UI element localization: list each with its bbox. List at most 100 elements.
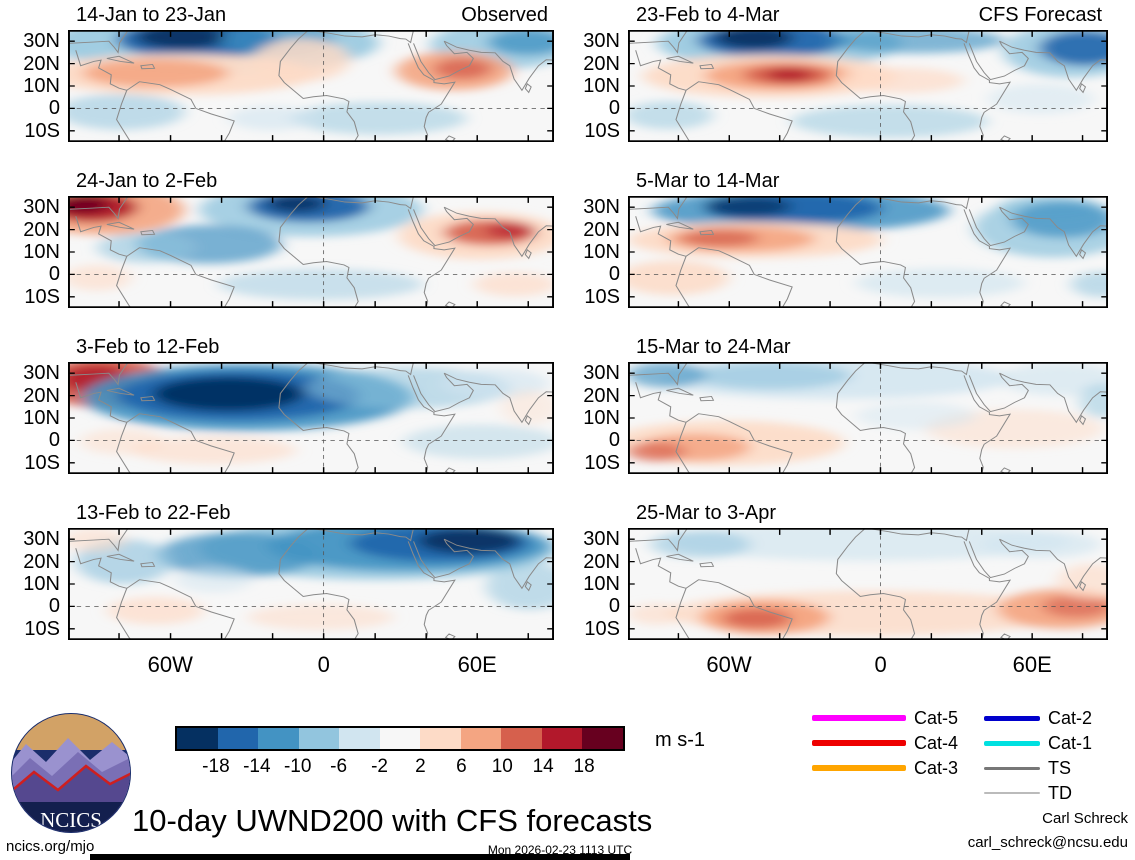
x-tick-label: 60W bbox=[147, 652, 193, 677]
zero-gridlines bbox=[628, 196, 1108, 308]
colorbar-tick-label: -6 bbox=[330, 756, 348, 777]
coastlines bbox=[68, 528, 554, 640]
panel-title: 14-Jan to 23-Jan bbox=[76, 4, 227, 26]
legend-label: Cat-5 bbox=[914, 708, 959, 728]
logo-text: NCICS bbox=[40, 808, 102, 832]
legend-label: TD bbox=[1048, 783, 1072, 803]
colorbar-tick-label: 10 bbox=[491, 756, 513, 777]
panel-corner-label: CFS Forecast bbox=[978, 4, 1102, 26]
author-name: Carl Schreck bbox=[1042, 810, 1128, 827]
zero-gridlines bbox=[68, 30, 554, 142]
coastlines bbox=[628, 196, 1108, 308]
y-tick-label: 20N bbox=[583, 384, 620, 407]
map-plot bbox=[628, 362, 1108, 474]
ncics-logo: NCICS bbox=[11, 713, 131, 833]
y-tick-label: 10S bbox=[584, 285, 620, 308]
colorbar-segment bbox=[420, 728, 461, 749]
legend-label: Cat-2 bbox=[1048, 708, 1093, 728]
colorbar-units-label: m s-1 bbox=[655, 729, 705, 751]
colorbar-tick-label: -18 bbox=[202, 756, 230, 777]
x-tick-label: 0 bbox=[874, 652, 887, 677]
map-plot bbox=[68, 528, 554, 640]
panel-frame bbox=[68, 362, 554, 474]
y-tick-label: 30N bbox=[23, 362, 60, 385]
colorbar-segment bbox=[541, 728, 583, 749]
colorbar-segment bbox=[177, 728, 218, 749]
coastlines bbox=[628, 30, 1108, 142]
y-tick-label: 10N bbox=[583, 75, 620, 97]
zero-gridlines bbox=[68, 362, 554, 474]
y-tick-label: 20N bbox=[583, 52, 620, 75]
panel-frame bbox=[628, 362, 1108, 474]
legend-label: Cat-3 bbox=[914, 758, 959, 778]
axis-ticks bbox=[68, 30, 554, 142]
y-tick-label: 30N bbox=[583, 30, 620, 53]
y-tick-label: 30N bbox=[23, 30, 60, 53]
timestamp: Mon 2026-02-23 1113 UTC bbox=[487, 843, 633, 857]
axis-ticks bbox=[68, 196, 554, 308]
colorbar-tick-label: -10 bbox=[283, 756, 312, 777]
colorbar-segment bbox=[379, 728, 421, 749]
y-tick-label: 10N bbox=[583, 241, 620, 263]
y-tick-label: 10S bbox=[24, 617, 60, 640]
colorbar-tick-label: 14 bbox=[532, 756, 554, 777]
colorbar-segment bbox=[217, 728, 259, 749]
panel-title: 13-Feb to 22-Feb bbox=[76, 502, 231, 524]
x-tick-label: 60E bbox=[457, 652, 497, 677]
panel-title: 15-Mar to 24-Mar bbox=[636, 336, 791, 358]
panel-title: 24-Jan to 2-Feb bbox=[76, 170, 218, 192]
zero-gridlines bbox=[68, 528, 554, 640]
colorbar-tick-label: 18 bbox=[573, 756, 595, 777]
x-tick-label: 0 bbox=[317, 652, 330, 677]
y-tick-label: 0 bbox=[608, 97, 620, 120]
coastlines bbox=[68, 30, 554, 142]
panel-title: 5-Mar to 14-Mar bbox=[636, 170, 780, 192]
legend-line-td bbox=[984, 792, 1040, 794]
figure-title: 10-day UWND200 with CFS forecasts bbox=[132, 803, 653, 838]
map-plot bbox=[68, 196, 554, 308]
legend-label: Cat-1 bbox=[1048, 733, 1093, 753]
legend-line-cat-5 bbox=[812, 715, 906, 721]
colorbar-segment bbox=[460, 728, 502, 749]
y-tick-label: 10N bbox=[23, 75, 60, 97]
panel-corner-label: Observed bbox=[461, 4, 548, 26]
y-tick-label: 20N bbox=[23, 52, 60, 75]
coastlines bbox=[628, 362, 1108, 474]
axis-ticks bbox=[628, 30, 1108, 142]
coastlines bbox=[68, 362, 554, 474]
bottom-bar bbox=[90, 854, 630, 860]
y-tick-label: 30N bbox=[583, 362, 620, 385]
y-tick-label: 20N bbox=[583, 550, 620, 573]
panel-frame bbox=[68, 196, 554, 308]
y-tick-label: 20N bbox=[23, 550, 60, 573]
x-tick-label: 60W bbox=[706, 652, 752, 677]
legend-label: Cat-4 bbox=[914, 733, 959, 753]
y-tick-label: 0 bbox=[608, 263, 620, 286]
colorbar-segment bbox=[339, 728, 380, 749]
y-tick-label: 10S bbox=[24, 285, 60, 308]
y-tick-label: 10S bbox=[584, 451, 620, 474]
y-tick-label: 0 bbox=[608, 429, 620, 452]
panel-frame bbox=[628, 528, 1108, 640]
y-tick-label: 10N bbox=[23, 573, 60, 595]
y-tick-label: 0 bbox=[48, 429, 60, 452]
axis-ticks bbox=[628, 196, 1108, 308]
zero-gridlines bbox=[628, 362, 1108, 474]
zero-gridlines bbox=[68, 196, 554, 308]
map-plot bbox=[628, 528, 1108, 640]
axis-ticks bbox=[628, 362, 1108, 474]
legend-line-cat-4 bbox=[812, 740, 906, 746]
legend-line-ts bbox=[984, 766, 1040, 770]
panel-title: 23-Feb to 4-Mar bbox=[636, 4, 780, 26]
y-tick-label: 30N bbox=[583, 528, 620, 551]
colorbar-segment bbox=[582, 728, 624, 749]
y-tick-label: 0 bbox=[48, 595, 60, 618]
axis-ticks bbox=[68, 362, 554, 474]
panel-frame bbox=[68, 30, 554, 142]
colorbar-tick-label: -14 bbox=[243, 756, 271, 777]
y-tick-label: 30N bbox=[583, 196, 620, 219]
panel-title: 3-Feb to 12-Feb bbox=[76, 336, 220, 358]
axis-ticks bbox=[628, 528, 1108, 640]
map-plot bbox=[68, 30, 554, 142]
